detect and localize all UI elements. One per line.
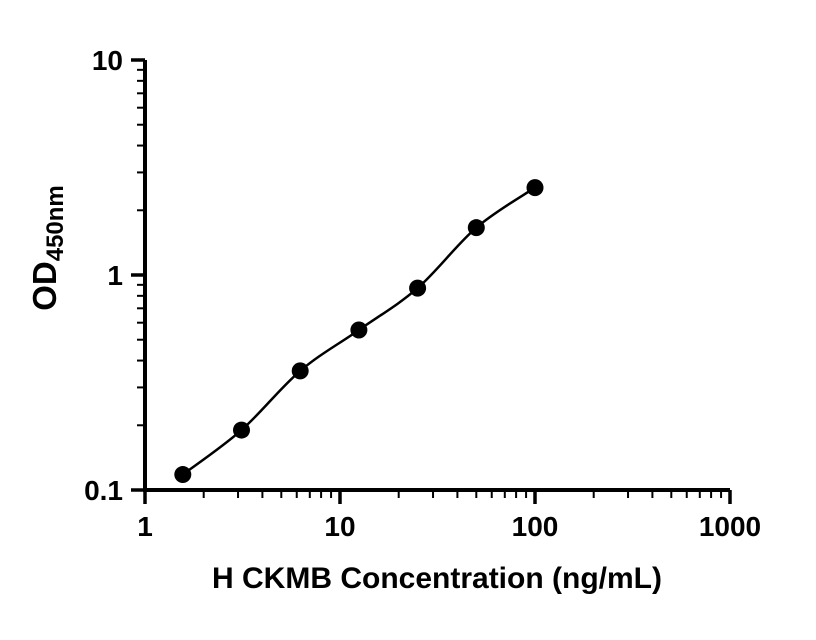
y-axis-title-main: OD	[26, 261, 63, 311]
y-axis-tick-label: 10	[92, 45, 123, 76]
x-axis-tick-label: 10	[324, 511, 355, 542]
data-point	[291, 362, 309, 380]
data-point	[467, 219, 485, 237]
y-axis-tick-label: 1	[107, 260, 123, 291]
data-point	[409, 279, 427, 297]
data-point	[232, 421, 250, 439]
y-axis-title: OD450nm	[26, 185, 69, 311]
axes	[143, 60, 730, 492]
x-axis-tick-label: 1	[137, 511, 153, 542]
plot-area: 1 10 100 1000 0.1 1 10	[84, 45, 761, 542]
data-point	[174, 466, 192, 484]
x-axis-title: H CKMB Concentration (ng/mL)	[212, 562, 662, 595]
x-axis-tick-label: 1000	[699, 511, 761, 542]
data-point	[350, 321, 368, 339]
x-axis-tick-label: 100	[512, 511, 559, 542]
y-axis-title-subscript: 450nm	[42, 185, 69, 261]
data-point	[526, 179, 544, 197]
y-axis-tick-label: 0.1	[84, 475, 123, 506]
